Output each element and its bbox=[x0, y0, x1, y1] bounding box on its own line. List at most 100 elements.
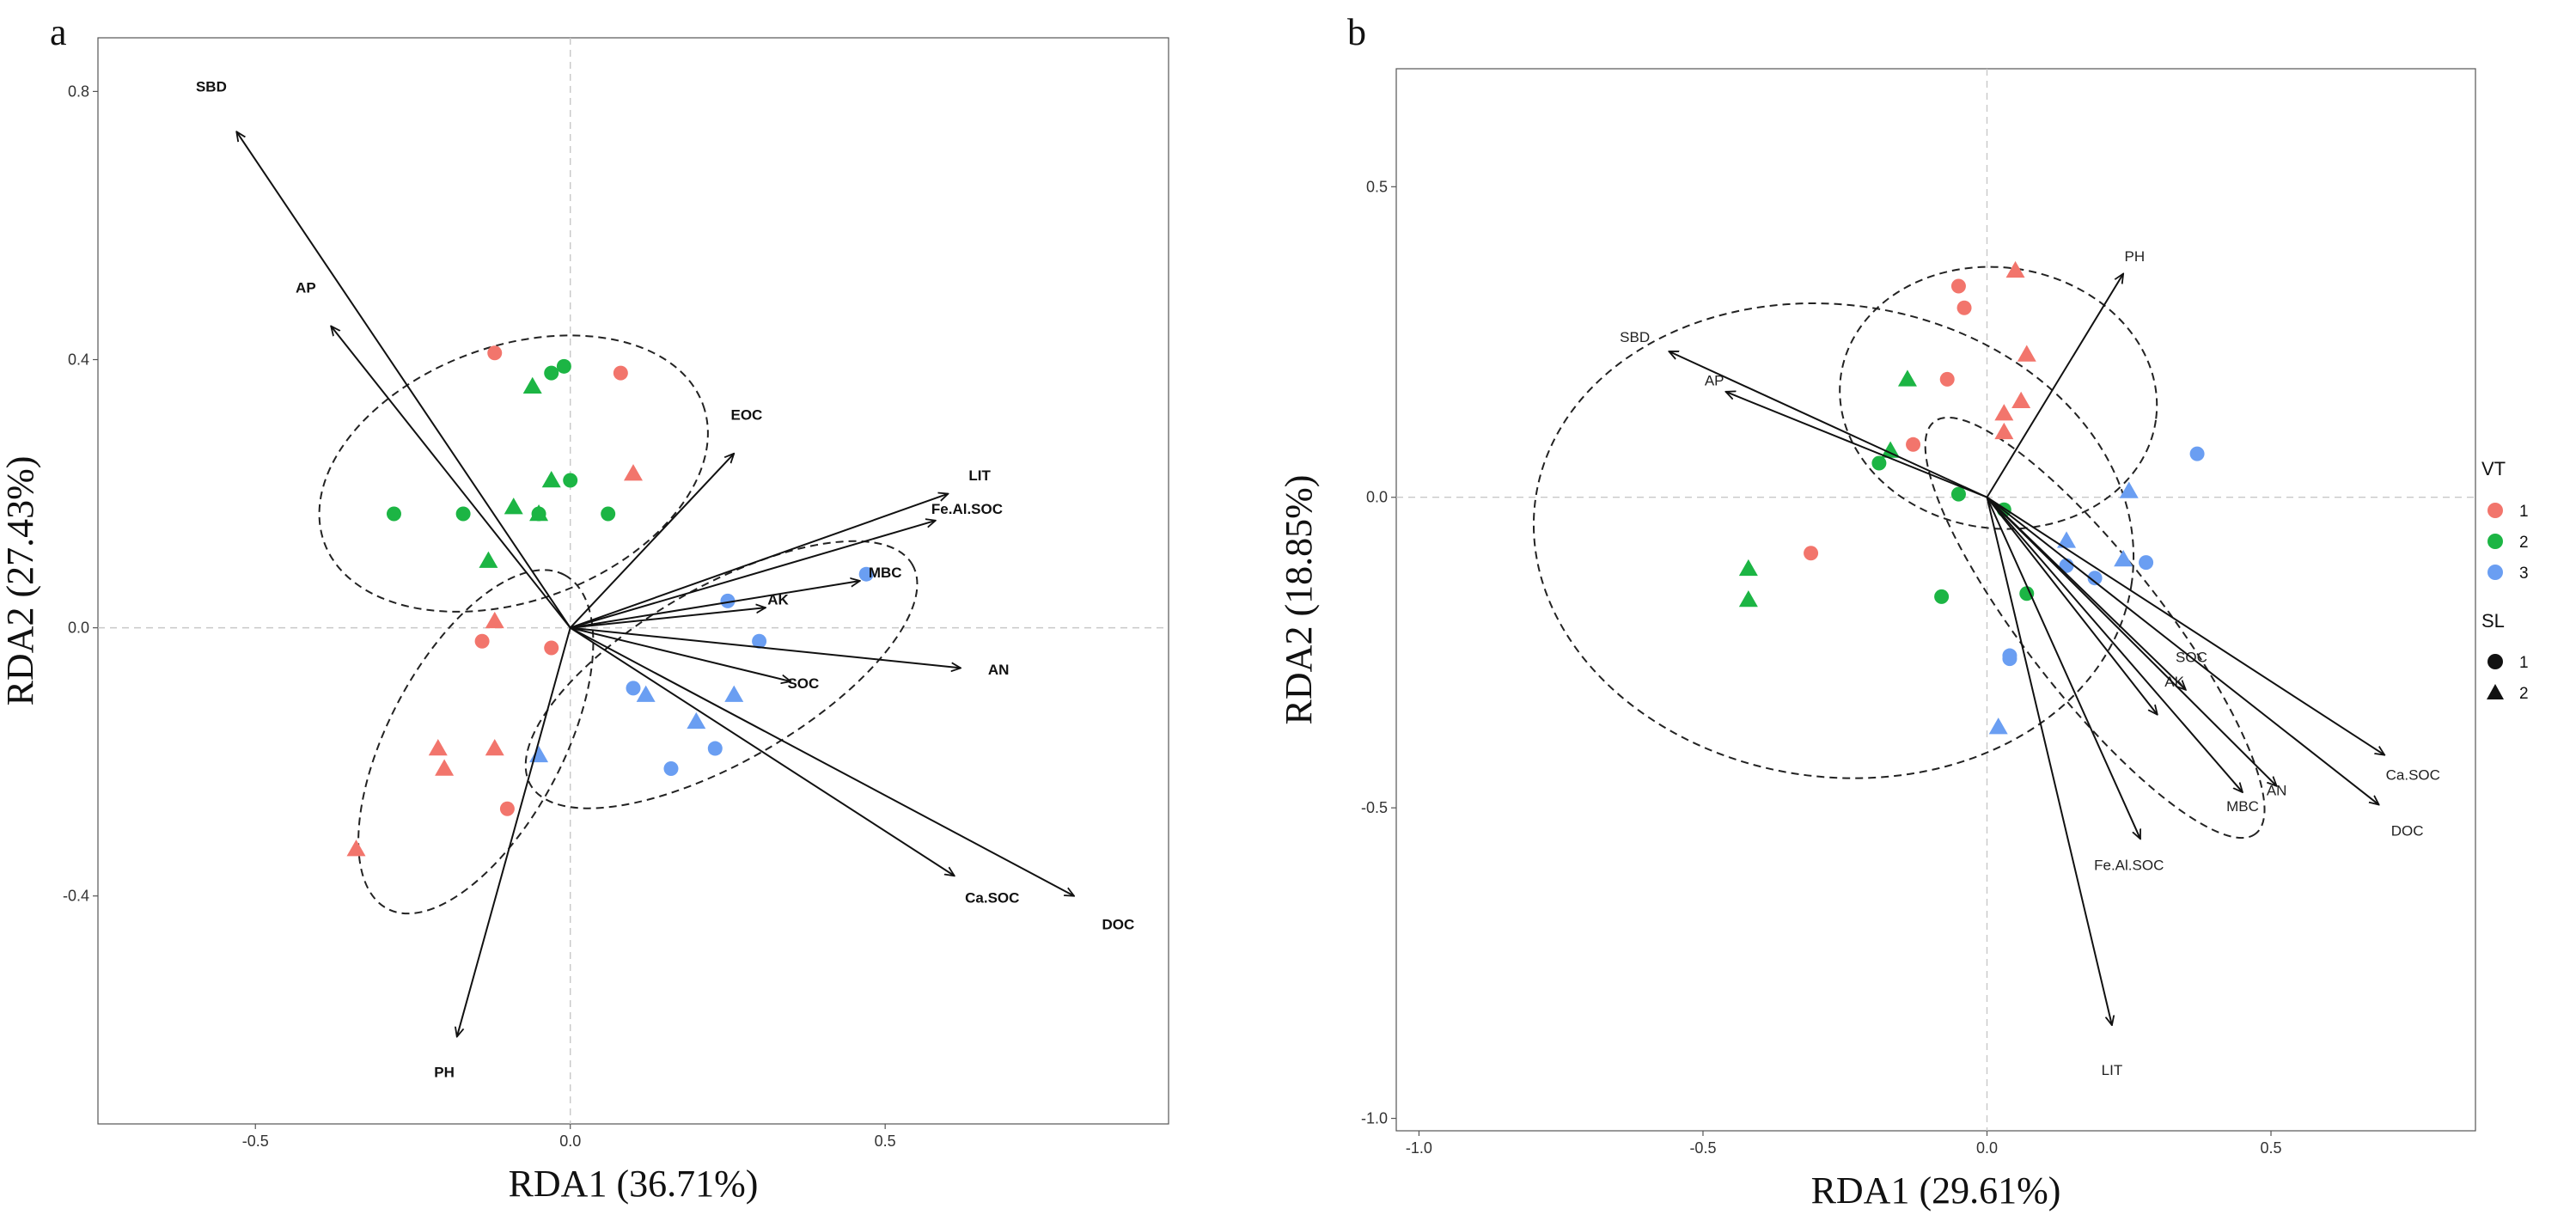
panel-b-point-vt1-sl1 bbox=[1939, 371, 1955, 387]
panel-b-plot-frame bbox=[1395, 68, 2476, 1132]
panel-b-arrow-ph bbox=[1986, 274, 2123, 498]
panel-b-point-vt2-sl1 bbox=[1950, 486, 1966, 502]
panel-b-arrow-lit bbox=[1986, 497, 2111, 1025]
panel-b-point-vt2-sl2 bbox=[1738, 559, 1758, 577]
panel-b-arrow-ca-soc bbox=[1986, 496, 2384, 755]
panel-a-arrow-ca-soc bbox=[570, 626, 955, 876]
panel-a-y-axis-title: RDA2 (27.43%) bbox=[0, 456, 41, 706]
panel-a-arrow-eoc bbox=[569, 454, 735, 629]
legend-vt-3-swatch bbox=[2487, 565, 2503, 580]
panel-a-point-vt1-sl2 bbox=[346, 840, 366, 857]
panel-b-x-tick-label: -0.5 bbox=[1689, 1139, 1716, 1157]
panel-b-point-vt3-sl1 bbox=[2189, 446, 2205, 461]
panel-a-point-vt3-sl1 bbox=[858, 566, 874, 582]
panel-a-ellipse-1 bbox=[318, 334, 709, 613]
panel-a-point-vt1-sl1 bbox=[474, 633, 490, 649]
legend-sl-title: SL bbox=[2481, 610, 2505, 632]
panel-b-arrow-label-fe-al-soc: Fe.Al.SOC bbox=[2094, 857, 2164, 873]
panel-b-point-vt2-sl2 bbox=[1881, 441, 1901, 458]
legend-sl-2-swatch bbox=[2487, 684, 2504, 699]
panel-a-y-tick-label: -0.4 bbox=[63, 888, 89, 905]
panel-a-x-tick-label: 0.0 bbox=[559, 1133, 581, 1150]
panel-a-x-tick-label: 0.5 bbox=[875, 1133, 896, 1150]
panel-a-point-vt3-sl1 bbox=[626, 681, 641, 696]
panel-a-point-vt2-sl1 bbox=[544, 365, 559, 381]
panel-a-point-vt2-sl2 bbox=[479, 551, 498, 568]
panel-a-point-vt3-sl1 bbox=[752, 633, 767, 649]
panel-b-arrow-doc bbox=[1986, 496, 2378, 805]
panel-b-y-tick-label: -0.5 bbox=[1361, 799, 1388, 816]
panel-b-point-vt3-sl1 bbox=[2002, 651, 2017, 667]
panel-b-x-tick-label: -1.0 bbox=[1406, 1139, 1432, 1157]
panel-a-arrow-label-soc: SOC bbox=[787, 675, 819, 692]
panel-b-arrow-ap bbox=[1725, 392, 1987, 498]
panel-a-point-vt1-sl2 bbox=[435, 759, 455, 776]
panel-a-point-vt1-sl2 bbox=[485, 611, 504, 629]
panel-a-arrow-label-ca-soc: Ca.SOC bbox=[965, 890, 1019, 907]
panel-a: a -0.5 0.0 0.5 -0.4 0.0 0.4 0.8 SBD AP EOC LIT Fe.A… bbox=[0, 11, 1169, 1205]
panel-b-point-vt1-sl1 bbox=[1804, 546, 1819, 561]
panel-a-point-vt2-sl1 bbox=[563, 473, 578, 488]
panel-a-point-vt3-sl1 bbox=[720, 593, 736, 608]
legend-vt-1-label: 1 bbox=[2519, 503, 2529, 521]
panel-a-arrow-ak bbox=[570, 608, 766, 629]
panel-a-plot-frame bbox=[97, 37, 1169, 1125]
panel-b-point-vt1-sl1 bbox=[1956, 300, 1972, 315]
panel-a-point-vt2-sl2 bbox=[522, 376, 542, 394]
panel-a-y-tick-label: 0.8 bbox=[68, 82, 89, 100]
panel-b-ellipse-2 bbox=[1532, 302, 2135, 779]
legend-sl-2-label: 2 bbox=[2519, 685, 2529, 703]
panel-a-letter: a bbox=[50, 11, 67, 53]
panel-b-arrow-label-sbd: SBD bbox=[1620, 329, 1650, 345]
panel-b-arrow-sbd bbox=[1669, 350, 1987, 498]
panel-b-point-vt1-sl1 bbox=[1906, 437, 1921, 452]
panel-b-arrow-label-an: AN bbox=[2267, 783, 2287, 799]
panel-b-point-vt3-sl2 bbox=[2114, 550, 2133, 567]
panel-a-point-vt3-sl1 bbox=[707, 741, 723, 756]
panel-a-arrow-mbc bbox=[570, 581, 860, 629]
panel-a-point-vt2-sl2 bbox=[529, 504, 549, 522]
panel-b-arrow-label-doc: DOC bbox=[2391, 823, 2424, 840]
panel-a-point-vt1-sl2 bbox=[428, 739, 448, 756]
panel-b-arrow-label-ca-soc: Ca.SOC bbox=[2386, 767, 2440, 784]
panel-b-arrow-label-mbc: MBC bbox=[2226, 798, 2259, 815]
panel-b-arrow-label-ak: AK bbox=[2164, 674, 2184, 690]
panel-a-point-vt3-sl1 bbox=[663, 760, 679, 776]
panel-b-letter: b bbox=[1347, 11, 1366, 53]
panel-b-arrow-label-ph: PH bbox=[2125, 248, 2146, 265]
panel-b-arrow-ak bbox=[1986, 497, 2157, 715]
legend-vt-3-label: 3 bbox=[2519, 565, 2529, 583]
panel-b-point-vt3-sl1 bbox=[2139, 555, 2154, 571]
panel-a-point-vt1-sl2 bbox=[485, 739, 504, 756]
panel-a-arrow-label-ap: AP bbox=[296, 279, 316, 296]
panel-a-arrow-fe-al-soc bbox=[570, 521, 936, 629]
panel-b-y-tick-label: 0.5 bbox=[1366, 178, 1388, 195]
panel-a-y-tick-label: 0.0 bbox=[68, 620, 89, 637]
panel-b-point-vt1-sl2 bbox=[1994, 422, 2014, 440]
panel-a-ellipse-2 bbox=[357, 569, 595, 915]
panel-a-arrow-label-doc: DOC bbox=[1102, 917, 1134, 933]
panel-b-point-vt3-sl2 bbox=[2057, 531, 2077, 548]
panel-a-arrow-label-sbd: SBD bbox=[196, 78, 227, 95]
panel-b-point-vt3-sl1 bbox=[2087, 571, 2103, 586]
legend-vt-2-swatch bbox=[2487, 534, 2503, 549]
panel-b-x-axis-title: RDA1 (29.61%) bbox=[1811, 1169, 2061, 1212]
panel-b-point-vt1-sl2 bbox=[2011, 391, 2031, 408]
panel-b-point-vt3-sl2 bbox=[2119, 481, 2139, 498]
legend: VT 1 2 3 SL 1 2 bbox=[2481, 458, 2529, 703]
panel-a-point-vt3-sl2 bbox=[636, 685, 656, 702]
panel-b-point-vt2-sl2 bbox=[1897, 369, 1917, 387]
panel-a-plot-area: -0.5 0.0 0.5 -0.4 0.0 0.4 0.8 SBD AP EOC LIT Fe.Al.… bbox=[63, 38, 1169, 1150]
panel-a-point-vt1-sl2 bbox=[624, 464, 643, 481]
panel-b-x-tick-label: 0.0 bbox=[1976, 1139, 1998, 1157]
panel-b-point-vt1-sl2 bbox=[2017, 345, 2036, 362]
panel-b-point-vt3-sl2 bbox=[1988, 717, 2008, 735]
legend-sl-1-label: 1 bbox=[2519, 654, 2529, 672]
panel-b-plot-area: -1.0-0.50.00.5-1.0-0.50.00.5PHSBDAPSOCAK… bbox=[1361, 69, 2475, 1157]
panel-a-arrow-label-eoc: EOC bbox=[731, 407, 763, 424]
panel-a-arrow-label-fe-al-soc: Fe.Al.SOC bbox=[931, 501, 1003, 517]
panel-a-arrow-sbd bbox=[236, 131, 571, 629]
panel-b-ellipse-3 bbox=[1924, 416, 2266, 840]
panel-a-point-vt3-sl2 bbox=[724, 685, 744, 702]
panel-a-arrow-label-ph: PH bbox=[434, 1064, 455, 1080]
